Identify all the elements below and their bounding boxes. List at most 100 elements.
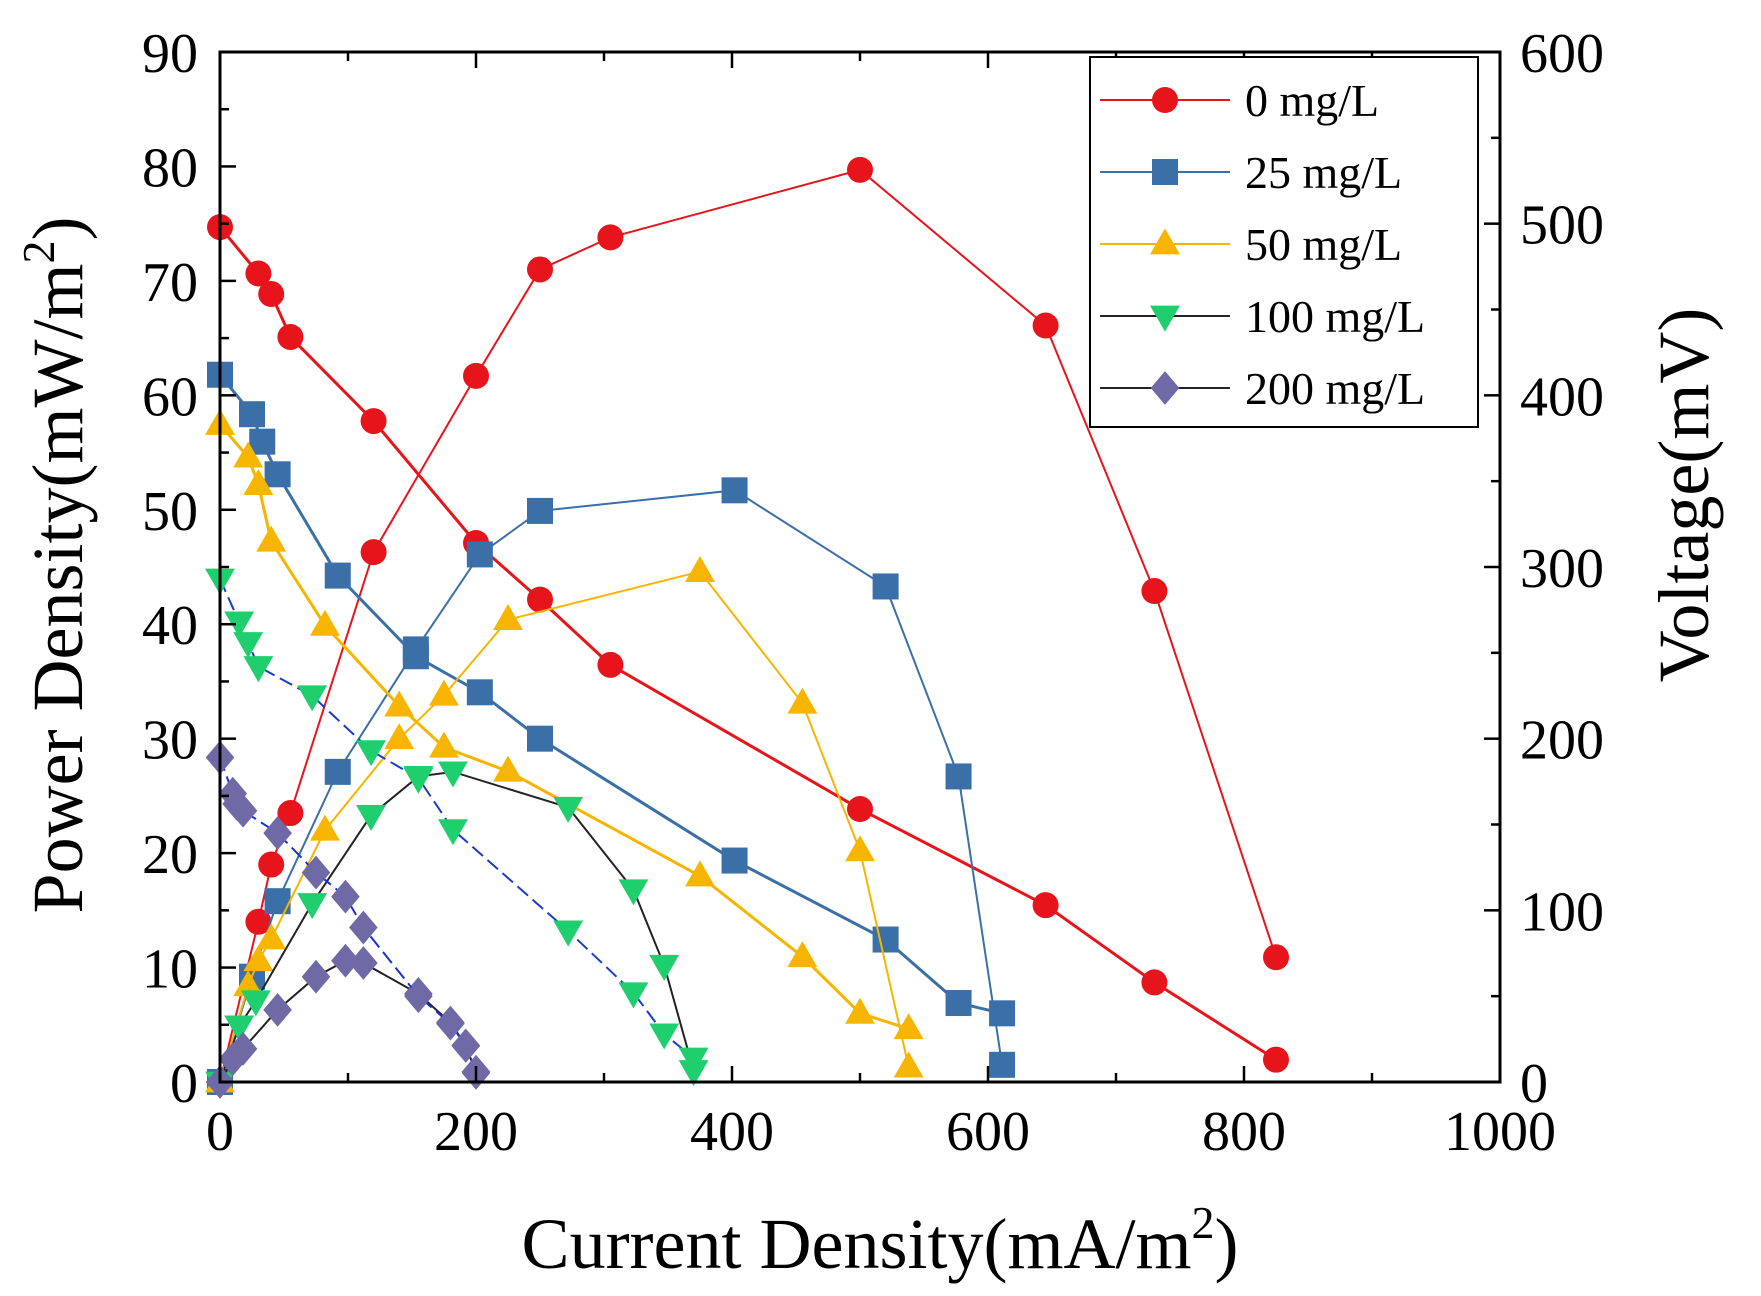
series-0-power-point xyxy=(245,908,272,935)
y-tick-label: 60 xyxy=(142,366,198,428)
series-4-voltage-point xyxy=(451,1029,481,1063)
y2-tick-label: 200 xyxy=(1520,710,1604,772)
series-2-power-point xyxy=(893,1051,924,1078)
legend-label: 200 mg/L xyxy=(1245,363,1425,414)
series-3-power-point xyxy=(438,761,468,788)
series-1-voltage-point xyxy=(324,562,351,589)
series-3-power-point xyxy=(297,893,328,920)
series-1-power-point xyxy=(989,1051,1016,1078)
series-2-voltage-point xyxy=(493,755,523,782)
series-0-voltage-point xyxy=(258,281,285,308)
axes-layer: 0 200 400 600 800 100001020304050607080900100… xyxy=(142,23,1604,1163)
y-axis-title-main: Power Density(mW/m xyxy=(18,264,98,914)
series-1-power-point xyxy=(872,573,899,600)
series-1-power-point xyxy=(527,497,553,524)
x-axis-title-sup: 2 xyxy=(1191,1197,1214,1248)
series-2-power-point xyxy=(233,970,264,997)
series-2-voltage-point xyxy=(845,997,875,1024)
x-tick-label: 600 xyxy=(946,1101,1030,1163)
series-0-power-point xyxy=(527,256,553,283)
legend-marker xyxy=(1150,371,1180,405)
series-4-voltage-point xyxy=(301,855,331,890)
series-1-voltage-point xyxy=(872,926,899,953)
y-axis-title: Power Density(mW/m2) xyxy=(13,217,98,914)
y-tick-label: 50 xyxy=(142,481,198,543)
series-0-voltage-point xyxy=(527,586,553,613)
series-3-voltage-point xyxy=(233,632,264,659)
x-tick-label: 1000 xyxy=(1444,1101,1556,1163)
series-1-power-point xyxy=(945,763,972,790)
series-4-voltage-point xyxy=(228,793,258,828)
y2-axis-title: Voltage(mV) xyxy=(1644,308,1724,683)
series-2-power-point xyxy=(493,604,523,631)
legend-label: 100 mg/L xyxy=(1245,291,1425,342)
series-4-power-point xyxy=(301,959,331,994)
series-0-power-point xyxy=(1141,578,1168,605)
series-4-power-point xyxy=(228,1031,258,1066)
y-tick-label: 90 xyxy=(142,23,198,85)
legend-marker xyxy=(1150,305,1180,332)
series-1-power-point xyxy=(324,758,351,785)
series-4-voltage-point xyxy=(349,910,378,945)
series-0-voltage-point xyxy=(360,408,387,435)
series-0-voltage-point xyxy=(245,260,272,287)
series-1-power-point xyxy=(721,477,748,504)
y-tick-label: 20 xyxy=(142,824,198,886)
series-0-voltage-point xyxy=(1032,892,1059,919)
y-tick-label: 80 xyxy=(142,137,198,199)
x-tick-label: 0 xyxy=(206,1101,234,1163)
series-2-voltage-point xyxy=(233,441,264,468)
series-3-power-point xyxy=(649,954,680,981)
legend-label: 0 mg/L xyxy=(1245,75,1379,126)
x-tick-label: 800 xyxy=(1202,1101,1286,1163)
series-2-power-point xyxy=(256,923,287,950)
series-3-power-point xyxy=(224,1015,255,1042)
series-0-power-point xyxy=(847,156,873,183)
series-2-voltage-point xyxy=(256,525,287,552)
series-3-voltage-point xyxy=(356,740,386,767)
series-1-voltage-point xyxy=(721,847,748,874)
y2-tick-label: 600 xyxy=(1520,23,1604,85)
series-4-voltage-point xyxy=(331,879,360,914)
legend-box xyxy=(1089,56,1479,428)
legend-marker xyxy=(1152,87,1178,113)
series-1-voltage-point xyxy=(466,679,493,706)
y2-tick-label: 100 xyxy=(1520,881,1604,943)
series-3-voltage-point xyxy=(403,767,434,794)
series-4 xyxy=(205,740,491,1099)
y-axis-title-sup: 2 xyxy=(13,241,64,264)
series-1-power-point xyxy=(264,888,291,915)
series-0-power-point xyxy=(1032,312,1059,339)
series-2-voltage-point xyxy=(384,690,415,717)
series-4-voltage-point xyxy=(404,979,433,1014)
y2-tick-label: 500 xyxy=(1520,195,1604,257)
series-2 xyxy=(205,408,924,1093)
series-1-power-point xyxy=(466,541,493,568)
series-3-voltage-point xyxy=(553,920,584,947)
series-2-power-point xyxy=(243,945,274,972)
series-1-voltage-point xyxy=(945,990,972,1017)
series-1-voltage-point xyxy=(264,461,291,488)
series-2-power-point xyxy=(384,723,415,750)
series-4-power-point xyxy=(263,993,292,1027)
series-3-power-point xyxy=(618,879,649,906)
series-2-power-point xyxy=(429,679,459,706)
series-1-voltage-point xyxy=(239,401,265,428)
y2-tick-label: 400 xyxy=(1520,366,1604,428)
series-3-voltage-point xyxy=(297,685,328,712)
series-1-voltage-point xyxy=(402,643,429,670)
series-3-voltage-point xyxy=(224,611,255,638)
legend: 0 mg/L 25 mg/L 50 mg/L 100 mg/L 200 mg/L xyxy=(1089,56,1479,428)
y2-tick-label: 0 xyxy=(1520,1053,1548,1115)
series-2-voltage-point xyxy=(310,609,340,636)
series-0-power-point xyxy=(360,539,387,566)
legend-label: 25 mg/L xyxy=(1245,147,1402,198)
y-axis-title-end: ) xyxy=(18,217,98,241)
series-0-power-point xyxy=(597,224,624,251)
series-1-voltage-point xyxy=(989,1000,1016,1027)
series-2-power-point xyxy=(845,835,875,862)
series-1-voltage-point xyxy=(249,428,276,455)
series-0-voltage-point xyxy=(847,796,873,823)
series-3-voltage-point xyxy=(438,819,468,846)
